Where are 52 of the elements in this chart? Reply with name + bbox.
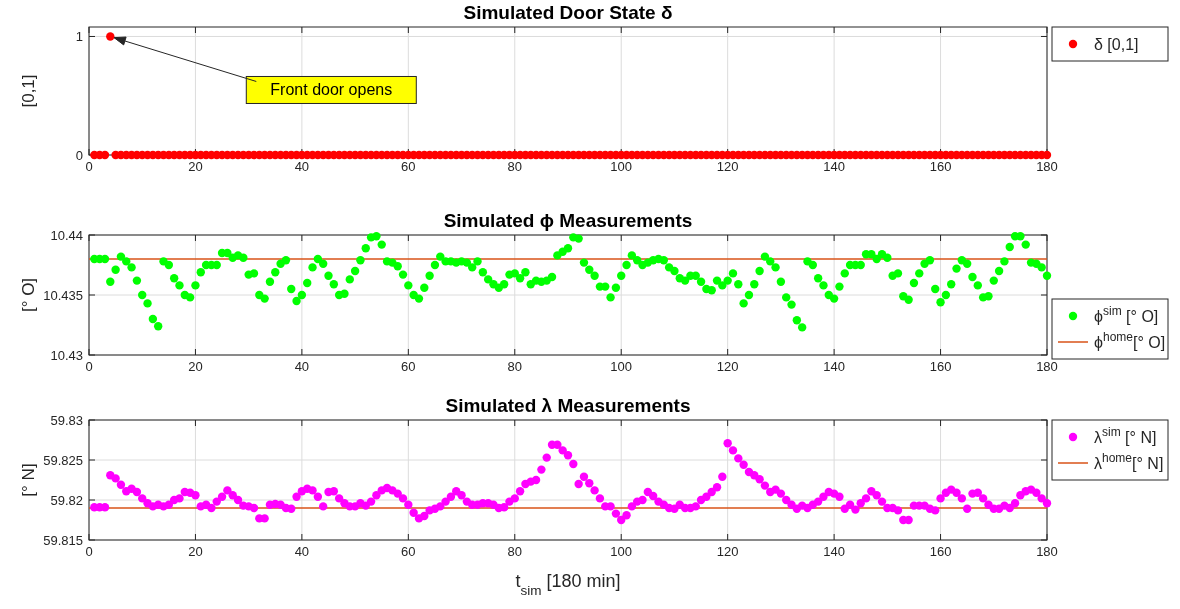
x-tick-label: 140 bbox=[823, 544, 845, 559]
chart-title: Simulated λ Measurements bbox=[445, 395, 691, 416]
x-tick-label: 20 bbox=[188, 159, 203, 174]
y-tick-label: 10.44 bbox=[50, 228, 83, 243]
x-tick-label: 60 bbox=[401, 544, 416, 559]
y-tick-label: 10.435 bbox=[43, 288, 83, 303]
x-tick-label: 0 bbox=[85, 544, 93, 559]
legend-label: δ [0,1] bbox=[1094, 36, 1139, 53]
x-tick-label: 80 bbox=[507, 544, 523, 559]
x-tick-label: 100 bbox=[610, 544, 633, 559]
legend-label: ϕ$^{home}$[° O] bbox=[1094, 330, 1166, 351]
y-tick-label: 1 bbox=[75, 29, 83, 45]
y-tick-label: 10.43 bbox=[50, 348, 83, 363]
y-axis-title: [° O] bbox=[19, 277, 38, 313]
x-tick-label: 180 bbox=[1036, 359, 1058, 374]
x-tick-label: 160 bbox=[929, 544, 952, 559]
y-tick-label: 59.815 bbox=[43, 533, 83, 548]
x-tick-label: 140 bbox=[823, 359, 845, 374]
x-tick-label: 100 bbox=[610, 159, 633, 174]
y-tick-label: 59.825 bbox=[43, 453, 83, 468]
chart-title: Simulated ϕ Measurements bbox=[443, 210, 693, 231]
x-tick-label: 120 bbox=[716, 359, 739, 374]
y-tick-label: 59.83 bbox=[50, 413, 83, 428]
x-tick-label: 60 bbox=[401, 159, 416, 174]
x-tick-label: 60 bbox=[401, 359, 416, 374]
y-axis-title: [° N] bbox=[19, 463, 38, 497]
y-tick-label: 0 bbox=[75, 148, 83, 163]
x-axis-title: t$_{sim}$ [180 min] bbox=[515, 571, 621, 598]
x-tick-label: 80 bbox=[507, 159, 523, 174]
x-tick-label: 180 bbox=[1036, 544, 1058, 559]
legend-label: λ$^{home}$[° N] bbox=[1094, 451, 1164, 472]
x-tick-label: 120 bbox=[716, 544, 739, 559]
legend-label: ϕ$^{sim}$ [° O] bbox=[1094, 304, 1159, 325]
x-tick-label: 0 bbox=[85, 359, 93, 374]
x-tick-label: 20 bbox=[188, 544, 203, 559]
x-tick-label: 80 bbox=[507, 359, 523, 374]
x-tick-label: 40 bbox=[294, 159, 310, 174]
annotation: Front door opens bbox=[270, 81, 393, 99]
x-tick-label: 120 bbox=[716, 159, 739, 174]
y-axis-title: [0,1] bbox=[19, 74, 38, 108]
x-tick-label: 20 bbox=[188, 359, 203, 374]
chart-title: Simulated Door State δ bbox=[463, 2, 673, 23]
x-tick-label: 0 bbox=[85, 159, 93, 174]
x-tick-label: 180 bbox=[1036, 159, 1058, 174]
x-tick-label: 40 bbox=[294, 544, 310, 559]
y-tick-label: 59.82 bbox=[50, 493, 83, 508]
x-tick-label: 140 bbox=[823, 159, 845, 174]
x-tick-label: 160 bbox=[929, 359, 952, 374]
x-tick-label: 100 bbox=[610, 359, 633, 374]
x-tick-label: 40 bbox=[294, 359, 310, 374]
x-tick-label: 160 bbox=[929, 159, 952, 174]
legend-label: λ$^{sim}$ [° N] bbox=[1094, 425, 1157, 446]
